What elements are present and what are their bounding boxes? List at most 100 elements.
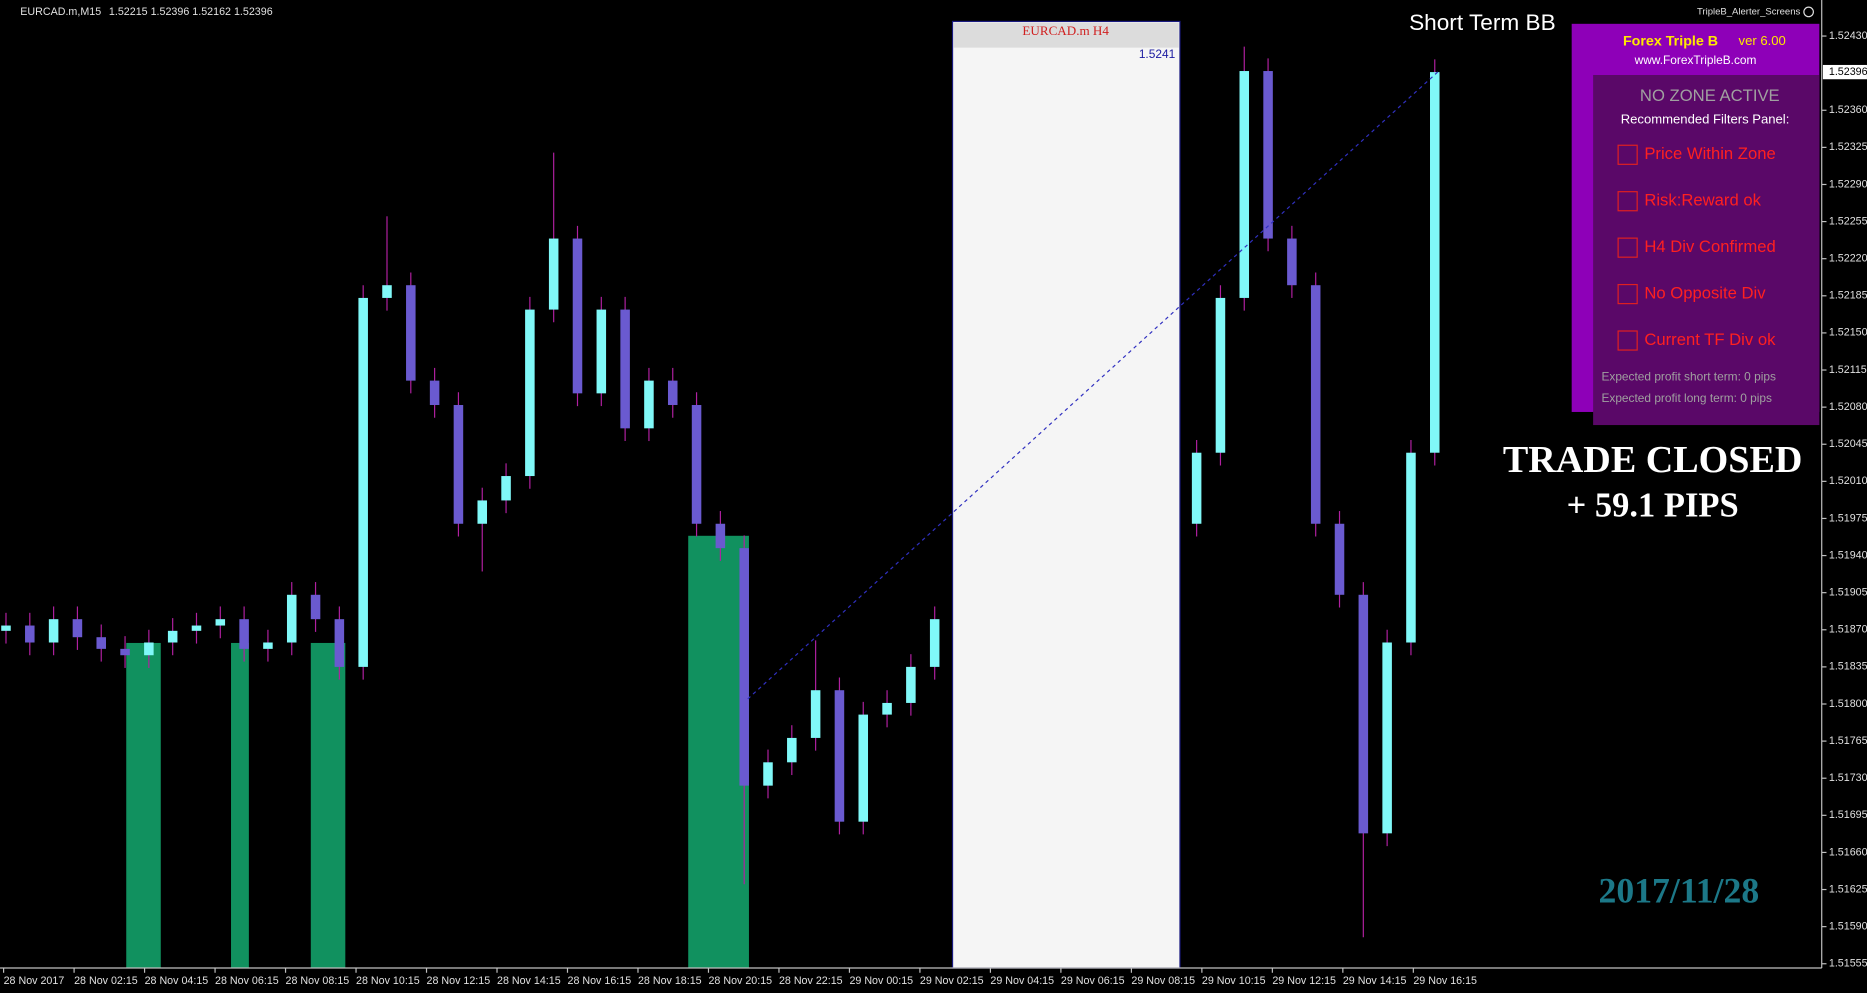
filter-checkbox[interactable] xyxy=(1617,144,1638,165)
zone xyxy=(688,535,749,968)
symbol: EURCAD.m,M15 xyxy=(20,6,101,18)
candle-body xyxy=(286,594,297,643)
indicator-name: Short Term BB xyxy=(1409,10,1556,35)
x-tick-label: 28 Nov 10:15 xyxy=(356,975,420,987)
candle-body xyxy=(596,309,607,394)
smiley xyxy=(1803,6,1814,18)
x-tick-label: 29 Nov 10:15 xyxy=(1202,975,1266,987)
candle-body xyxy=(929,619,940,667)
panel-heading: Recommended Filters Panel: xyxy=(1621,112,1790,127)
x-tick-label: 29 Nov 02:15 xyxy=(920,975,984,987)
zone xyxy=(231,642,249,968)
x-tick-label: 28 Nov 14:15 xyxy=(497,975,561,987)
x-tick-label: 28 Nov 08:15 xyxy=(286,975,350,987)
x-tick-label: 29 Nov 04:15 xyxy=(990,975,1054,987)
y-tick-label: 1.51835 xyxy=(1829,661,1867,673)
zone xyxy=(310,642,346,968)
candle-body xyxy=(358,297,368,667)
filter-checkbox[interactable] xyxy=(1617,283,1638,305)
trade-line xyxy=(747,70,1439,700)
candle-body xyxy=(620,309,630,429)
candle-body xyxy=(191,625,202,631)
candle-body xyxy=(1358,594,1369,834)
inset-titlebar xyxy=(953,22,1179,48)
y-tick-label: 1.51870 xyxy=(1829,624,1867,636)
panel-inner xyxy=(1593,75,1820,426)
filter-checkbox[interactable] xyxy=(1617,191,1638,212)
y-tick-label: 1.52290 xyxy=(1829,178,1867,190)
x-tick-label: 29 Nov 16:15 xyxy=(1413,975,1477,987)
y-tick-label: 1.52430 xyxy=(1829,30,1867,42)
candle-body xyxy=(72,619,83,638)
filter-label: H4 Div Confirmed xyxy=(1644,237,1775,256)
filters: Price Within Zone Risk:Reward ok H4 Div Co… xyxy=(1617,144,1776,351)
y-tick-label: 1.51765 xyxy=(1829,735,1867,747)
candle-body xyxy=(1382,642,1392,834)
y-tick-label: 1.51625 xyxy=(1829,883,1867,895)
y-tick-label: 1.51695 xyxy=(1829,809,1867,821)
candle-body xyxy=(263,642,273,649)
x-tick-label: 29 Nov 12:15 xyxy=(1272,975,1336,987)
candle-body xyxy=(334,619,345,667)
price-tag-label: 1.52396 xyxy=(1829,66,1867,78)
x-tick-label: 28 Nov 2017 xyxy=(4,975,65,987)
candle-body xyxy=(1334,523,1345,595)
candle-body xyxy=(572,238,583,394)
profit-long: Expected profit long term: 0 pips xyxy=(1601,391,1772,405)
filter-label: No Opposite Div xyxy=(1644,283,1766,302)
candle-body xyxy=(810,690,821,738)
inset-price: 1.5241 xyxy=(1139,47,1176,61)
x-tick-label: 28 Nov 04:15 xyxy=(145,975,209,987)
candle-body xyxy=(501,476,511,501)
y-tick-label: 1.52150 xyxy=(1829,327,1867,339)
axis-labels: 1.52430 1.52360 1.52325 1.52290 1.52255 1.522… xyxy=(3,30,1867,987)
x-tick-label: 28 Nov 22:15 xyxy=(779,975,843,987)
candle-body xyxy=(167,630,178,643)
candle-body xyxy=(96,637,106,649)
price-tag xyxy=(1822,64,1867,80)
zones xyxy=(126,535,749,968)
y-tick-label: 1.52360 xyxy=(1829,104,1867,116)
x-tick-label: 29 Nov 14:15 xyxy=(1343,975,1407,987)
x-tick-label: 28 Nov 20:15 xyxy=(708,975,772,987)
candle-body xyxy=(691,405,702,524)
status: NO ZONE ACTIVE xyxy=(1640,86,1780,105)
candle-body xyxy=(715,523,726,549)
candle-body xyxy=(1406,452,1416,643)
y-tick-label: 1.51975 xyxy=(1829,512,1867,524)
candle-body xyxy=(1191,452,1202,524)
trade-result: TRADE CLOSED xyxy=(1503,439,1803,481)
candle-body xyxy=(144,642,154,656)
x-tick-label: 28 Nov 12:15 xyxy=(427,975,491,987)
alerter-name: TripleB_Alerter_Screens xyxy=(1697,6,1801,17)
candle-body xyxy=(453,405,464,524)
date-stamp: 2017/11/28 xyxy=(1599,870,1760,910)
candle-body xyxy=(667,380,678,406)
candle-body xyxy=(239,619,249,649)
candle-body xyxy=(1430,72,1440,453)
candle-body xyxy=(906,666,916,703)
candle-body xyxy=(787,737,797,763)
candle-body xyxy=(215,619,226,626)
candle-body xyxy=(858,714,869,822)
candle-body xyxy=(1310,285,1321,524)
candle-body xyxy=(406,285,416,381)
candle-body xyxy=(25,625,35,643)
filter-label: Risk:Reward ok xyxy=(1644,191,1761,210)
candle-body xyxy=(739,548,749,786)
y-tick-label: 1.52080 xyxy=(1829,401,1867,413)
x-tick-label: 29 Nov 06:15 xyxy=(1061,975,1125,987)
candle-body xyxy=(382,285,392,298)
y-tick-label: 1.52185 xyxy=(1829,290,1867,302)
candle-body xyxy=(120,648,130,656)
version: ver 6.00 xyxy=(1739,33,1786,48)
filter-checkbox[interactable] xyxy=(1617,237,1638,258)
ohlc-high: 1.52396 xyxy=(151,6,190,18)
inset-chart: EURCAD.m H4 1.5241 xyxy=(951,20,1181,969)
candle-body xyxy=(1263,71,1273,239)
candle-body xyxy=(644,380,654,429)
filter-checkbox[interactable] xyxy=(1617,330,1638,351)
candle-body xyxy=(429,380,440,406)
ohlc-close: 1.52396 xyxy=(234,6,273,18)
